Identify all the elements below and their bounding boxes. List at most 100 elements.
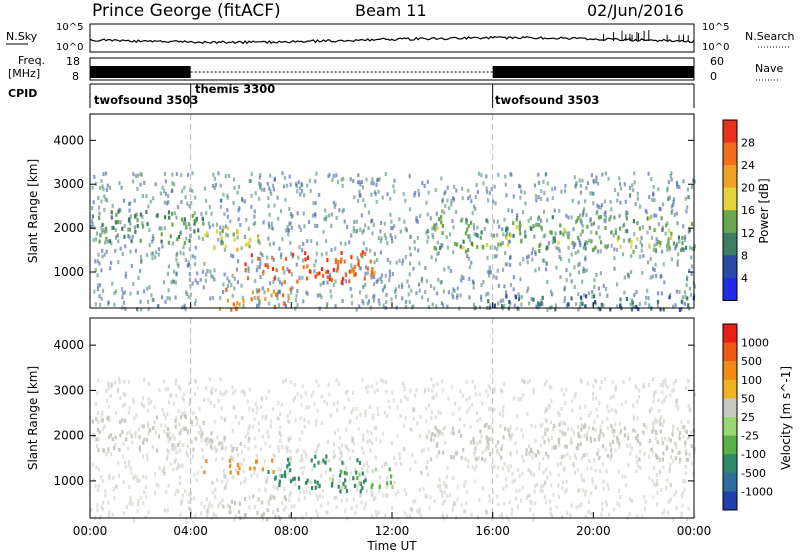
heatmap-cell <box>669 235 673 240</box>
heatmap-cell <box>145 475 148 480</box>
heatmap-cell <box>424 387 427 392</box>
heatmap-cell <box>644 506 647 511</box>
heatmap-cell <box>110 210 113 215</box>
heatmap-cell <box>525 495 529 500</box>
heatmap-cell <box>636 191 639 196</box>
heatmap-cell <box>625 297 628 301</box>
heatmap-cell <box>636 399 639 404</box>
heatmap-cell <box>341 183 344 188</box>
heatmap-cell <box>255 453 258 458</box>
heatmap-cell <box>315 423 318 428</box>
heatmap-cell <box>598 235 601 240</box>
heatmap-cell <box>284 378 287 383</box>
heatmap-cell <box>681 503 684 508</box>
heatmap-cell <box>223 247 226 252</box>
heatmap-cell <box>451 507 454 512</box>
heatmap-cell <box>293 504 296 509</box>
heatmap-cell <box>199 277 202 282</box>
heatmap-cell <box>546 308 549 312</box>
heatmap-cell <box>266 476 269 481</box>
heatmap-cell <box>91 206 94 210</box>
x-tick-label: 16:00 <box>475 524 510 538</box>
heatmap-cell <box>211 504 214 509</box>
heatmap-cell <box>96 503 99 508</box>
heatmap-cell <box>501 444 504 449</box>
heatmap-cell <box>361 471 364 476</box>
heatmap-cell <box>140 495 143 500</box>
heatmap-cell <box>348 420 351 425</box>
heatmap-cell <box>345 427 348 432</box>
heatmap-cell <box>497 172 500 177</box>
heatmap-cell <box>340 443 344 448</box>
heatmap-cell <box>117 474 121 478</box>
heatmap-cell <box>107 404 110 409</box>
heatmap-cell <box>372 282 376 287</box>
heatmap-cell <box>213 185 216 190</box>
heatmap-cell <box>598 434 601 439</box>
heatmap-cell <box>537 180 541 185</box>
heatmap-cell <box>153 471 157 476</box>
heatmap-cell <box>383 233 386 238</box>
heatmap-cell <box>175 466 178 471</box>
heatmap-cell <box>526 412 529 416</box>
heatmap-cell <box>554 307 557 312</box>
heatmap-cell <box>402 383 405 388</box>
heatmap-cell <box>278 431 281 435</box>
heatmap-cell <box>94 484 97 489</box>
heatmap-cell <box>636 416 639 421</box>
heatmap-cell <box>122 392 125 396</box>
heatmap-cell <box>468 277 471 281</box>
heatmap-cell <box>672 241 675 246</box>
heatmap-cell <box>493 407 496 412</box>
heatmap-cell <box>230 283 233 288</box>
heatmap-cell <box>203 261 206 266</box>
heatmap-cell <box>474 195 477 199</box>
heatmap-cell <box>234 389 237 394</box>
heatmap-cell <box>390 226 393 230</box>
heatmap-cell <box>436 226 439 230</box>
heatmap-cell <box>253 295 256 300</box>
heatmap-cell <box>136 218 139 223</box>
heatmap-cell <box>214 388 217 393</box>
heatmap-cell <box>342 276 345 281</box>
heatmap-cell <box>222 290 225 294</box>
heatmap-cell <box>342 176 345 181</box>
heatmap-cell <box>132 400 135 405</box>
heatmap-cell <box>353 467 356 472</box>
heatmap-cell <box>693 284 696 289</box>
heatmap-cell <box>650 177 653 181</box>
heatmap-cell <box>626 433 630 438</box>
heatmap-cell <box>290 504 293 509</box>
heatmap-cell <box>431 232 434 237</box>
heatmap-cell <box>420 471 423 476</box>
heatmap-cell <box>539 196 542 201</box>
heatmap-cell <box>163 469 166 474</box>
heatmap-cell <box>625 216 628 221</box>
heatmap-cell <box>275 268 278 273</box>
heatmap-cell <box>345 466 348 471</box>
heatmap-cell <box>412 499 415 504</box>
heatmap-cell <box>518 227 521 232</box>
heatmap-cell <box>290 458 293 463</box>
heatmap-cell <box>293 383 296 387</box>
heatmap-cell <box>577 263 580 268</box>
heatmap-cell <box>652 399 655 404</box>
heatmap-cell <box>459 293 462 298</box>
heatmap-cell <box>208 501 211 506</box>
heatmap-cell <box>186 453 189 458</box>
heatmap-cell <box>394 235 397 240</box>
heatmap-cell <box>145 485 148 490</box>
heatmap-cell <box>521 471 524 476</box>
heatmap-cell <box>503 426 507 431</box>
heatmap-cell <box>595 396 598 401</box>
heatmap-cell <box>257 303 261 308</box>
heatmap-cell <box>452 455 455 460</box>
heatmap-cell <box>96 444 99 449</box>
heatmap-cell <box>191 254 194 259</box>
heatmap-cell <box>563 296 566 301</box>
heatmap-cell <box>121 252 124 256</box>
heatmap-cell <box>680 511 683 516</box>
heatmap-cell <box>226 298 229 303</box>
heatmap-cell <box>318 493 321 498</box>
heatmap-cell <box>310 394 313 398</box>
